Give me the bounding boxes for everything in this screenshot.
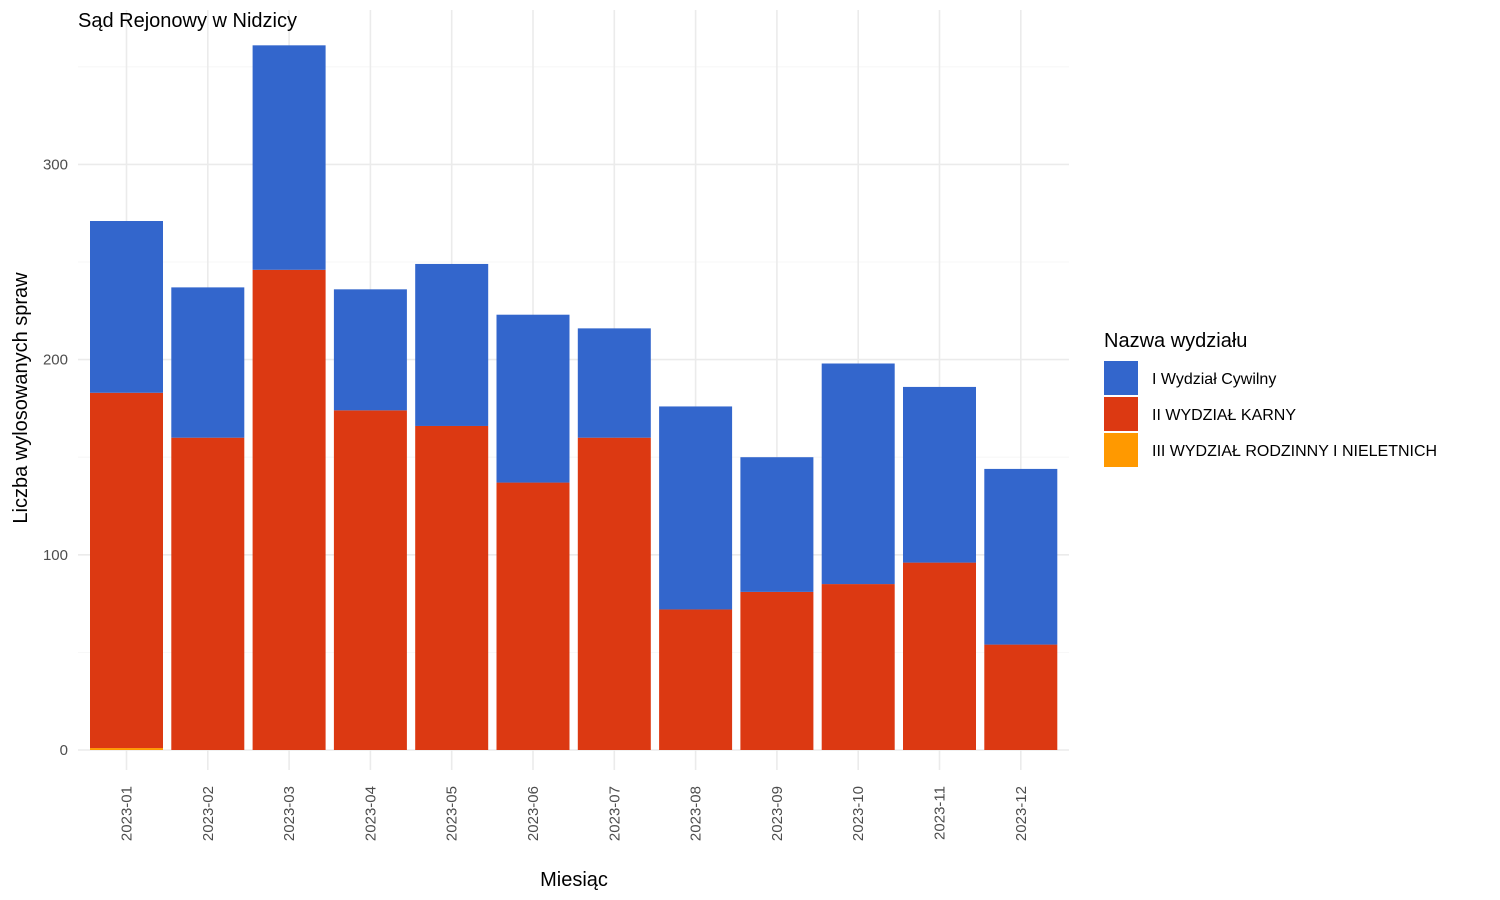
bar-segment	[496, 314, 570, 483]
bar-segment	[577, 437, 651, 750]
y-tick-label: 300	[43, 156, 68, 173]
bar-segment	[577, 328, 651, 438]
bars	[90, 45, 1058, 750]
chart-title: Sąd Rejonowy w Nidzicy	[78, 10, 297, 32]
legend-label: II WYDZIAŁ KARNY	[1152, 407, 1296, 424]
bar-segment	[984, 644, 1058, 750]
x-tick-label: 2023-04	[362, 786, 379, 841]
x-tick-label: 2023-12	[1013, 786, 1030, 841]
bar-segment	[252, 269, 326, 750]
bar-segment	[90, 221, 163, 393]
x-tick-label: 2023-09	[769, 786, 786, 841]
bar-segment	[171, 437, 245, 750]
x-tick-label: 2023-06	[525, 786, 542, 841]
bar-segment	[740, 457, 814, 592]
bar-segment	[171, 287, 245, 438]
bar-segment	[821, 584, 895, 750]
bar-segment	[90, 748, 163, 750]
legend-key	[1104, 433, 1138, 467]
legend-title: Nazwa wydziału	[1104, 330, 1247, 352]
legend-key	[1104, 361, 1138, 395]
bar-segment	[659, 609, 733, 750]
x-tick-label: 2023-03	[281, 786, 298, 841]
bar-segment	[659, 406, 733, 610]
y-tick-label: 0	[60, 742, 68, 759]
x-tick-label: 2023-08	[688, 786, 705, 841]
legend: Nazwa wydziału I Wydział Cywilny II WYDZI…	[1104, 330, 1437, 467]
y-axis-ticks: 0 100 200 300	[43, 156, 68, 759]
x-axis-ticks: 2023-01 2023-02 2023-03 2023-04 2023-05 2023-…	[119, 786, 1030, 841]
legend-label: III WYDZIAŁ RODZINNY I NIELETNICH	[1152, 443, 1437, 460]
bar-segment	[903, 386, 976, 563]
x-tick-label: 2023-10	[850, 786, 867, 841]
bar-segment	[415, 425, 489, 750]
bar-segment	[984, 468, 1058, 645]
y-axis-title: Liczba wylosowanych spraw	[10, 272, 32, 524]
bar-segment	[740, 591, 814, 750]
x-axis-title: Miesiąc	[540, 869, 608, 891]
bar-segment	[415, 263, 489, 426]
x-tick-label: 2023-11	[932, 786, 949, 840]
y-tick-label: 100	[43, 547, 68, 564]
x-tick-label: 2023-02	[200, 786, 217, 841]
x-tick-label: 2023-05	[444, 786, 461, 841]
bar-segment	[333, 289, 407, 411]
x-tick-label: 2023-01	[119, 786, 136, 841]
bar-segment	[903, 562, 976, 750]
x-tick-label: 2023-07	[606, 786, 623, 841]
bar-segment	[90, 392, 163, 749]
bar-segment	[821, 363, 895, 585]
bar-segment	[496, 482, 570, 750]
bar-segment	[252, 45, 326, 270]
y-tick-label: 200	[43, 352, 68, 369]
legend-label: I Wydział Cywilny	[1152, 371, 1276, 388]
bar-segment	[333, 410, 407, 750]
legend-key	[1104, 397, 1138, 431]
